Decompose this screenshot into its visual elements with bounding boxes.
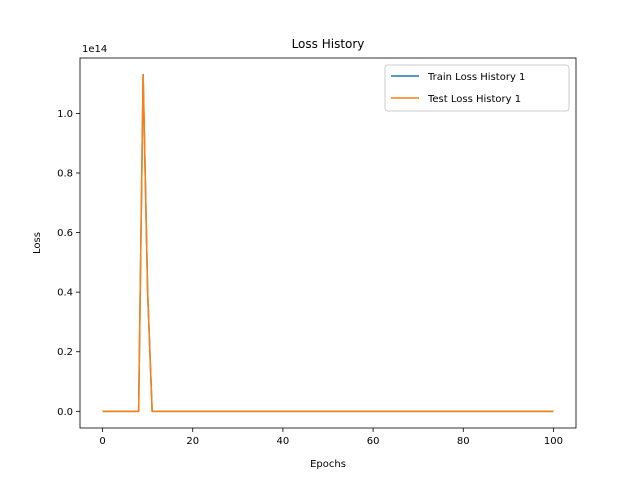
- x-tick-label: 80: [457, 436, 470, 447]
- axes-layer: [79, 57, 577, 429]
- series-line-test: [102, 73, 554, 413]
- y-tick-label: 0.8: [57, 168, 73, 179]
- x-tick-label: 40: [277, 436, 290, 447]
- plot-area: [80, 58, 576, 428]
- y-tick-label: 0.6: [57, 228, 73, 239]
- legend-label-train: Train Loss History 1: [427, 72, 525, 83]
- legend-label-test: Test Loss History 1: [427, 94, 521, 105]
- y-axis-label: Loss: [32, 232, 43, 254]
- y-tick-label: 0.2: [57, 347, 73, 358]
- y-tick-label: 1.0: [57, 109, 73, 120]
- legend: Train Loss History 1 Test Loss History 1: [384, 64, 570, 112]
- x-tick-label: 100: [544, 436, 563, 447]
- series-layer: [102, 73, 554, 413]
- x-tick-label: 20: [186, 436, 199, 447]
- y-offset-label: 1e14: [82, 44, 107, 55]
- chart-title: Loss History: [292, 37, 365, 51]
- x-tick-label: 60: [367, 436, 380, 447]
- y-axis: 0.0 0.2 0.4 0.6 0.8 1.0: [57, 109, 80, 418]
- legend-box: [384, 64, 570, 112]
- x-axis-label: Epochs: [310, 459, 346, 470]
- y-tick-label: 0.0: [57, 407, 73, 418]
- x-axis: 0 20 40 60 80 100: [99, 428, 563, 447]
- axes-frame: [79, 57, 577, 429]
- x-tick-label: 0: [99, 436, 105, 447]
- y-tick-label: 0.4: [57, 288, 73, 299]
